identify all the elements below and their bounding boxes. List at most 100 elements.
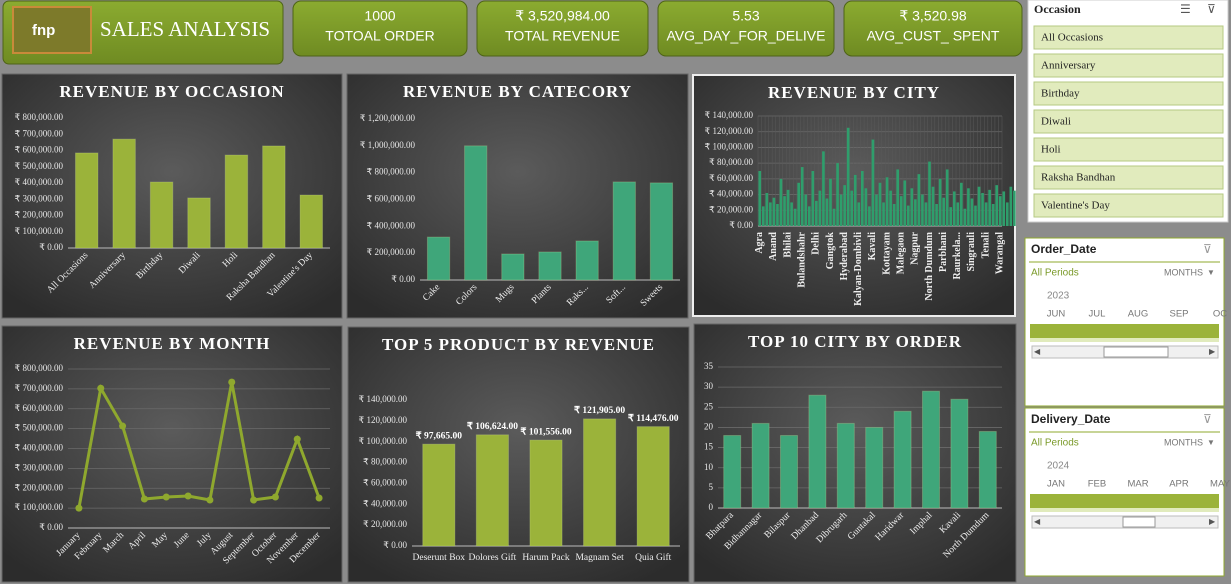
- x-tick-label: Harum Pack: [522, 553, 569, 563]
- x-tick-label: Kavali: [867, 232, 878, 261]
- timeline-period: All Periods: [1031, 268, 1079, 279]
- slicer-item[interactable]: [1033, 81, 1224, 106]
- bar: [952, 191, 956, 226]
- line-series: [77, 381, 321, 509]
- slicer-item-label: All Occasions: [1041, 32, 1103, 44]
- timeline-bar[interactable]: [1030, 324, 1219, 338]
- slicer-item-label: Diwali: [1041, 116, 1071, 128]
- bar: [875, 194, 878, 226]
- bar: [963, 208, 967, 226]
- y-tick-label: ₹ 40,000.00: [709, 189, 753, 199]
- slicer-item[interactable]: [1033, 193, 1224, 218]
- x-tick-label: Delhi: [811, 232, 822, 255]
- line-marker: [228, 378, 236, 386]
- timeline-unit[interactable]: MONTHS: [1164, 267, 1203, 277]
- scroll-left[interactable]: ◀: [1034, 517, 1041, 526]
- y-tick-label: ₹ 300,000.00: [15, 462, 64, 472]
- chart-title: REVENUE BY MONTH: [74, 334, 271, 353]
- bar: [910, 188, 914, 226]
- bar: [865, 426, 884, 509]
- scroll-thumb[interactable]: [1122, 516, 1156, 528]
- y-tick-label: ₹ 60,000.00: [363, 477, 407, 487]
- bar: [1005, 202, 1009, 226]
- bar: [995, 185, 999, 226]
- slicer-item[interactable]: [1033, 25, 1224, 50]
- chart: TOP 10 CITY BY ORDER05101520253035Bhatpa…: [693, 323, 1017, 583]
- y-tick-label: ₹ 20,000.00: [363, 519, 407, 529]
- scroll-right[interactable]: ▶: [1209, 347, 1216, 356]
- data-label: ₹ 121,905.00: [574, 405, 625, 416]
- logo-box: [12, 6, 92, 54]
- bar: [945, 169, 949, 226]
- bar: [889, 190, 892, 226]
- bar: [960, 182, 963, 226]
- clear-filter-icon[interactable]: ⊽: [1207, 2, 1216, 16]
- y-tick-label: ₹ 500,000.00: [15, 423, 64, 433]
- timeline-bar[interactable]: [1030, 494, 1219, 508]
- slicer-title: Occasion: [1034, 2, 1081, 16]
- clear-filter-icon[interactable]: ⊽: [1203, 412, 1212, 426]
- timeline-month: MAY: [1210, 479, 1231, 490]
- bar: [74, 152, 99, 249]
- bar: [529, 439, 563, 547]
- bar: [899, 196, 903, 226]
- slicer-item[interactable]: [1033, 137, 1224, 162]
- x-tick-label: Anand: [768, 232, 779, 261]
- y-tick-label: ₹ 120,000.00: [359, 415, 408, 425]
- bar: [882, 202, 885, 226]
- kpi-box: [292, 0, 468, 57]
- scroll-thumb[interactable]: [1103, 346, 1169, 358]
- bar: [808, 394, 827, 509]
- bar: [422, 443, 456, 547]
- slicer-item[interactable]: [1033, 53, 1224, 78]
- bar: [464, 145, 488, 281]
- y-tick-label: 30: [704, 381, 714, 391]
- chart-group: REVENUE BY OCCASION ₹ 0.00 ₹ 100,000.00 ₹ 2…: [1, 73, 1017, 583]
- bar: [970, 198, 974, 226]
- timeline-title: Order_Date: [1031, 242, 1097, 256]
- scroll-right[interactable]: ▶: [1209, 517, 1216, 526]
- line-marker: [293, 435, 301, 443]
- slicer-item[interactable]: [1033, 165, 1224, 190]
- x-tick-label: Singrauli: [966, 232, 977, 272]
- unit-caret: ▼: [1207, 438, 1215, 447]
- bar: [758, 171, 762, 226]
- bar: [949, 207, 953, 226]
- bar: [112, 138, 136, 249]
- kpi-label: AVG_CUST_ SPENT: [867, 28, 1000, 44]
- bar: [871, 139, 875, 226]
- x-tick-label: Bhilai: [782, 232, 793, 258]
- slicer-item-label: Holi: [1041, 144, 1061, 156]
- bar: [836, 422, 855, 509]
- bar: [967, 188, 970, 226]
- slicer-item[interactable]: [1033, 109, 1224, 134]
- y-tick-label: ₹ 800,000.00: [15, 112, 64, 122]
- bar: [924, 202, 928, 226]
- bar: [807, 206, 811, 226]
- kpi-box: [476, 0, 649, 57]
- y-tick-label: ₹ 100,000.00: [359, 436, 408, 446]
- bar: [804, 194, 808, 226]
- chart-title: REVENUE BY CITY: [768, 83, 940, 102]
- y-tick-label: ₹ 700,000.00: [15, 383, 64, 393]
- bar: [832, 208, 836, 226]
- data-label: ₹ 114,476.00: [628, 413, 679, 424]
- bar: [988, 189, 991, 226]
- kpi-value: 5.53: [732, 8, 759, 24]
- bar: [475, 434, 509, 547]
- timeline-title: Delivery_Date: [1031, 412, 1111, 426]
- x-tick-label: Gangtok: [825, 232, 836, 270]
- kpi-label: AVG_DAY_FOR_DELIVE: [667, 28, 826, 44]
- bar: [846, 127, 850, 226]
- scroll-left[interactable]: ◀: [1034, 347, 1041, 356]
- x-tick-label: Bulandshahr: [796, 231, 807, 287]
- line-marker: [271, 493, 279, 501]
- timeline-unit[interactable]: MONTHS: [1164, 437, 1203, 447]
- header-title: SALES ANALYSIS: [100, 17, 270, 41]
- timeline-period: All Periods: [1031, 438, 1079, 449]
- clear-filter-icon[interactable]: ⊽: [1203, 242, 1212, 256]
- timeline-track: [1030, 338, 1219, 342]
- bar: [857, 202, 861, 226]
- bar: [649, 182, 674, 281]
- multi-select-icon[interactable]: ☰: [1180, 2, 1191, 16]
